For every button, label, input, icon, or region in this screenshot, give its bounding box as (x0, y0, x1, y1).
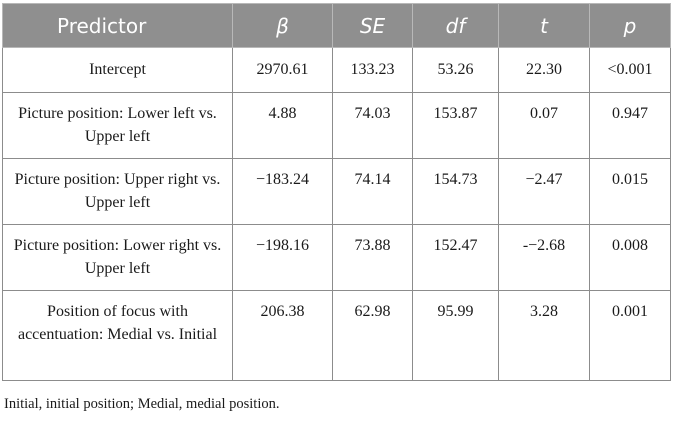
df-cell: 154.73 (412, 158, 499, 225)
results-table-container: Predictor β SE df t p Intercept 2970.61 … (0, 3, 673, 381)
beta-cell: 2970.61 (232, 47, 333, 93)
table-row: Picture position: Lower right vs. Upper … (2, 224, 671, 291)
header-se: SE (332, 3, 413, 48)
p-cell: 0.001 (589, 290, 671, 381)
se-cell: 133.23 (332, 47, 413, 93)
se-cell: 73.88 (332, 224, 413, 291)
table-footnote: Initial, initial position; Medial, media… (4, 396, 280, 412)
results-table: Predictor β SE df t p Intercept 2970.61 … (2, 3, 671, 381)
beta-cell: 206.38 (232, 290, 333, 381)
header-df: df (412, 3, 499, 48)
header-predictor: Predictor (2, 3, 233, 48)
p-cell: 0.947 (589, 92, 671, 159)
header-row: Predictor β SE df t p (2, 3, 671, 48)
header-beta: β (232, 3, 333, 48)
p-cell: 0.008 (589, 224, 671, 291)
beta-cell: −198.16 (232, 224, 333, 291)
table-row: Position of focus with accentuation: Med… (2, 290, 671, 381)
predictor-cell: Intercept (2, 47, 233, 93)
df-cell: 53.26 (412, 47, 499, 93)
se-cell: 62.98 (332, 290, 413, 381)
t-cell: -−2.68 (498, 224, 590, 291)
beta-cell: −183.24 (232, 158, 333, 225)
p-cell: 0.015 (589, 158, 671, 225)
t-cell: 3.28 (498, 290, 590, 381)
header-t: t (498, 3, 590, 48)
table-row: Picture position: Lower left vs. Upper l… (2, 92, 671, 159)
df-cell: 153.87 (412, 92, 499, 159)
df-cell: 152.47 (412, 224, 499, 291)
beta-cell: 4.88 (232, 92, 333, 159)
predictor-cell: Picture position: Lower left vs. Upper l… (2, 92, 233, 159)
predictor-cell: Picture position: Lower right vs. Upper … (2, 224, 233, 291)
predictor-cell: Picture position: Upper right vs. Upper … (2, 158, 233, 225)
table-row: Intercept 2970.61 133.23 53.26 22.30 <0.… (2, 47, 671, 93)
se-cell: 74.03 (332, 92, 413, 159)
t-cell: −2.47 (498, 158, 590, 225)
table-row: Picture position: Upper right vs. Upper … (2, 158, 671, 225)
df-cell: 95.99 (412, 290, 499, 381)
header-p: p (589, 3, 671, 48)
p-cell: <0.001 (589, 47, 671, 93)
t-cell: 0.07 (498, 92, 590, 159)
t-cell: 22.30 (498, 47, 590, 93)
se-cell: 74.14 (332, 158, 413, 225)
predictor-cell: Position of focus with accentuation: Med… (2, 290, 233, 381)
